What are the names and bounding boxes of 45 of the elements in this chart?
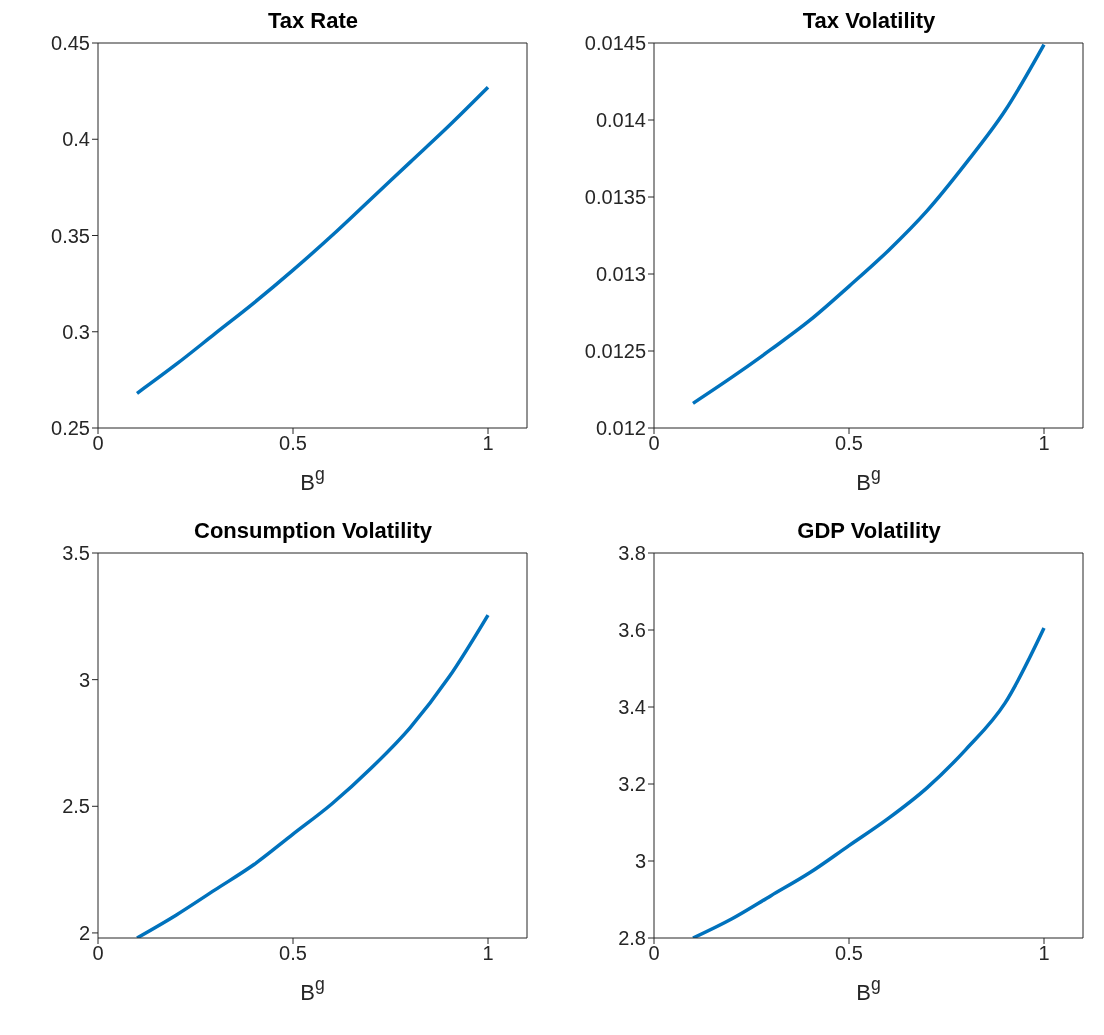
x-tick-label: 1	[1038, 942, 1050, 965]
y-tick-label: 3.4	[618, 696, 646, 719]
y-tick-label: 0.012	[595, 417, 646, 440]
y-tick-label: 3	[634, 850, 646, 873]
chart-title: Consumption Volatility	[194, 518, 432, 543]
line-series	[135, 85, 490, 396]
x-tick-label: 0	[648, 942, 660, 965]
x-tick-label: 0	[92, 432, 104, 455]
y-tick-label: 0.3	[62, 320, 90, 343]
y-tick-label: 3.6	[618, 619, 646, 642]
y-tick-label: 0.014	[595, 109, 646, 132]
chart-title: Tax Volatility	[802, 8, 936, 33]
y-tick-label: 0.45	[51, 32, 90, 55]
y-tick-label: 3.2	[618, 773, 646, 796]
x-axis-title: B$^{g}$	[300, 974, 325, 1005]
x-axis-title: B$^{g}$	[856, 974, 881, 1005]
x-tick-label: 0.5	[835, 942, 863, 965]
x-tick-label: 0.5	[279, 432, 307, 455]
chart-title: GDP Volatility	[797, 518, 941, 543]
x-tick-label: 1	[482, 942, 494, 965]
y-tick-label: 0.0145	[584, 32, 646, 55]
chart-title: Tax Rate	[267, 8, 359, 33]
y-tick-label: 3.8	[618, 542, 646, 565]
y-tick-label: 2.8	[618, 927, 646, 950]
x-axis-title: B$^{g}$	[300, 464, 325, 495]
y-tick-label: 0.25	[51, 417, 90, 440]
x-tick-label: 0	[648, 432, 660, 455]
y-tick-label: 0.0125	[584, 340, 646, 363]
x-tick-label: 1	[482, 432, 494, 455]
line-series	[135, 613, 490, 938]
x-tick-label: 1	[1038, 432, 1050, 455]
y-tick-label: 0.013	[595, 263, 646, 286]
y-tick-label: 3	[78, 668, 90, 691]
y-tick-label: 0.35	[51, 224, 90, 247]
x-tick-label: 0	[92, 942, 104, 965]
x-axis-title: B$^{g}$	[856, 464, 881, 495]
y-tick-label: 3.5	[62, 542, 90, 565]
y-tick-label: 2.5	[62, 795, 90, 818]
y-tick-label: 0.0135	[584, 186, 646, 209]
x-tick-label: 0.5	[835, 432, 863, 455]
y-tick-label: 2	[78, 922, 90, 945]
line-series	[691, 43, 1046, 406]
line-series	[691, 626, 1046, 938]
y-tick-label: 0.4	[62, 128, 90, 151]
x-tick-label: 0.5	[279, 942, 307, 965]
